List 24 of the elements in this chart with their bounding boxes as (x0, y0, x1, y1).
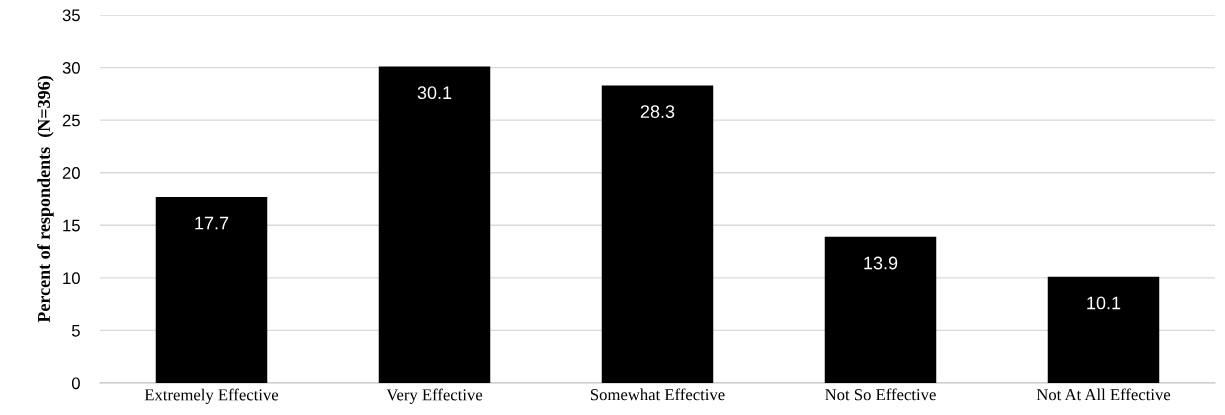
y-tick-label: 0 (71, 377, 80, 390)
data-label: 17.7 (195, 216, 229, 230)
y-tick-label: 20 (62, 167, 80, 179)
data-label: 13.9 (864, 256, 898, 270)
y-tick-label: 15 (63, 219, 80, 232)
y-tick-label: 30 (62, 61, 80, 74)
data-label: 28.3 (640, 105, 675, 118)
y-tick-label: 25 (62, 114, 80, 127)
y-axis-title: Percent of respondents (N=396) (37, 76, 54, 323)
x-tick-label: Not So Effective (825, 388, 936, 401)
x-tick-label: Somewhat Effective (590, 388, 725, 401)
y-tick-label: 5 (71, 325, 80, 337)
bar (824, 236, 937, 383)
x-tick-label: Extremely Effective (144, 388, 279, 404)
y-tick-label: 35 (62, 9, 80, 22)
bar (155, 196, 268, 383)
data-label: 10.1 (1087, 296, 1121, 310)
bar (1047, 276, 1160, 383)
x-tick-label: Not At All Effective (1036, 388, 1171, 401)
x-tick-label: Very Effective (386, 388, 483, 404)
bar (378, 66, 491, 383)
data-label: 30.1 (417, 86, 452, 100)
bar (601, 85, 714, 383)
y-tick-label: 10 (63, 272, 80, 285)
